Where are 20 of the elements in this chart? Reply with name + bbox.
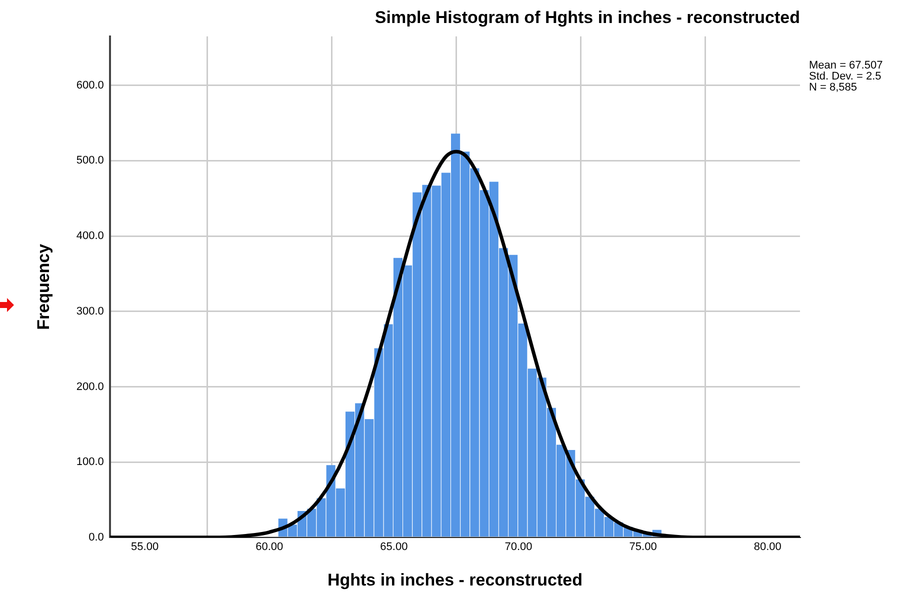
text: Std. Dev. = 2.5: [809, 70, 882, 83]
y-tick-label: 200.0: [76, 380, 104, 393]
x-tick-label: 75.00: [629, 541, 657, 554]
y-tick-label: 300.0: [76, 305, 104, 318]
y-axis-title: Frequency: [34, 243, 53, 330]
text: Mean = 67.507: [809, 60, 883, 72]
line-series: [110, 150, 800, 538]
y-tick-label: 600.0: [76, 79, 104, 92]
x-tick-label: 60.00: [256, 541, 284, 554]
x-tick-label: 65.00: [380, 541, 408, 554]
y-tick-label: 100.0: [76, 456, 104, 468]
y-tick-label: 0.0: [88, 531, 104, 544]
x-axis-title: Hghts in inches - reconstructed: [327, 570, 582, 590]
x-tick-label: 70.00: [504, 541, 532, 554]
text: N = 8,585: [809, 82, 858, 94]
chart-title: Simple Histogram of Hghts in inches - reconstructed: [374, 8, 800, 27]
y-tick-label: 500.0: [76, 154, 104, 167]
x-tick-label: 55.00: [131, 541, 159, 554]
y-tick-label: 400.0: [76, 230, 104, 242]
x-tick-label: 80.00: [754, 541, 782, 554]
